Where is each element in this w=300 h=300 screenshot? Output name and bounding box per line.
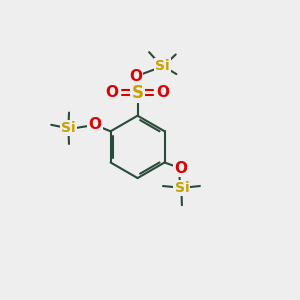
Text: Si: Si bbox=[61, 121, 76, 135]
Text: O: O bbox=[174, 160, 187, 175]
Text: Si: Si bbox=[155, 59, 170, 74]
Text: O: O bbox=[106, 85, 119, 100]
Text: O: O bbox=[157, 85, 169, 100]
Text: S: S bbox=[132, 84, 144, 102]
Text: O: O bbox=[88, 117, 102, 132]
Text: O: O bbox=[129, 69, 142, 84]
Text: Si: Si bbox=[175, 181, 189, 195]
